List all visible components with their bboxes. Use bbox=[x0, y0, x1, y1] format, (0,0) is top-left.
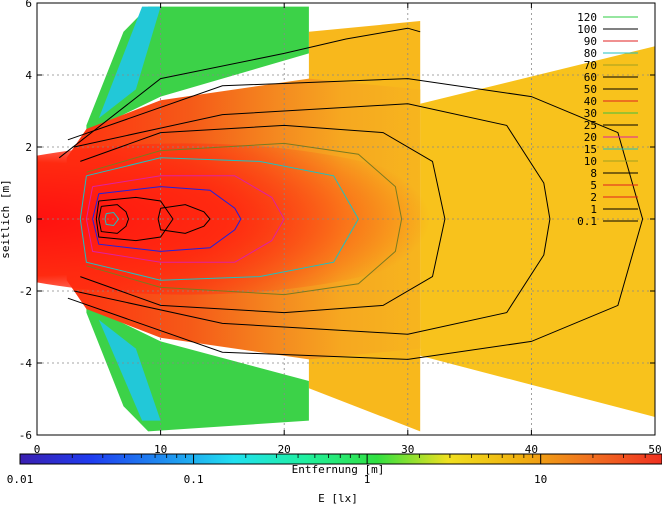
legend-label: 60 bbox=[584, 71, 597, 84]
legend-label: 70 bbox=[584, 59, 597, 72]
contour-line-40 bbox=[157, 204, 211, 234]
contour-line-5 bbox=[80, 124, 446, 314]
legend-label: 100 bbox=[577, 23, 597, 36]
x-tick-label: 30 bbox=[401, 443, 414, 456]
contour-line-10 bbox=[79, 157, 359, 281]
legend-label: 5 bbox=[590, 179, 597, 192]
legend-label: 1 bbox=[590, 203, 597, 216]
y-tick-label: -4 bbox=[19, 357, 33, 370]
legend-label: 40 bbox=[584, 95, 597, 108]
x-tick-label: 0 bbox=[34, 443, 41, 456]
heatmap-region-far bbox=[420, 46, 655, 417]
contour-line-1 bbox=[67, 78, 644, 360]
heatmap-region-cyan-top bbox=[98, 6, 161, 119]
contour-line-8 bbox=[86, 142, 403, 296]
x-tick-label: 40 bbox=[525, 443, 538, 456]
x-tick-label: 10 bbox=[154, 443, 167, 456]
contour-line-0_1 bbox=[58, 27, 421, 159]
colorbar-label: E [lx] bbox=[318, 492, 358, 505]
x-tick-label: 50 bbox=[648, 443, 661, 456]
contour-line-2 bbox=[73, 103, 551, 335]
y-tick-label: 6 bbox=[25, 0, 32, 10]
heatmap-region-cyan-bottom bbox=[98, 319, 161, 421]
colorbar-layer: 0.01 0.1 1 10 bbox=[7, 453, 662, 486]
x-tick-label: 20 bbox=[278, 443, 291, 456]
legend-label: 2 bbox=[590, 191, 597, 204]
legend-label: 90 bbox=[584, 35, 597, 48]
plot-area bbox=[37, 3, 655, 435]
legend-label: 10 bbox=[584, 155, 597, 168]
y-tick-label: 0 bbox=[25, 213, 32, 226]
contour-layer bbox=[58, 27, 644, 360]
y-tick-label: 2 bbox=[25, 141, 32, 154]
contour-line-60 bbox=[98, 204, 130, 234]
colorbar-tick-label: 1 bbox=[364, 473, 371, 486]
y-tick-label: -2 bbox=[19, 285, 32, 298]
legend-label: 20 bbox=[584, 131, 597, 144]
contour-line-20 bbox=[92, 186, 242, 252]
x-axis-label: Entfernung [m] bbox=[292, 463, 385, 476]
legend-label: 25 bbox=[584, 119, 597, 132]
legend-label: 15 bbox=[584, 143, 597, 156]
y-axis-label: seitlich [m] bbox=[0, 179, 12, 258]
legend-label: 30 bbox=[584, 107, 597, 120]
contour-line-100 bbox=[104, 211, 120, 227]
legend-label: 8 bbox=[590, 167, 597, 180]
colorbar-tick-label: 0.1 bbox=[184, 473, 204, 486]
y-tick-label: -6 bbox=[19, 429, 32, 442]
legend-label: 0.1 bbox=[577, 215, 597, 228]
y-tick-label: 4 bbox=[25, 69, 32, 82]
colorbar-tick-label: 0.01 bbox=[7, 473, 34, 486]
legend-label: 50 bbox=[584, 83, 597, 96]
legend-label: 120 bbox=[577, 11, 597, 24]
legend-label: 80 bbox=[584, 47, 597, 60]
colorbar-tick-label: 10 bbox=[534, 473, 547, 486]
contour-line-15 bbox=[85, 175, 285, 263]
contour-line-30 bbox=[95, 196, 174, 242]
